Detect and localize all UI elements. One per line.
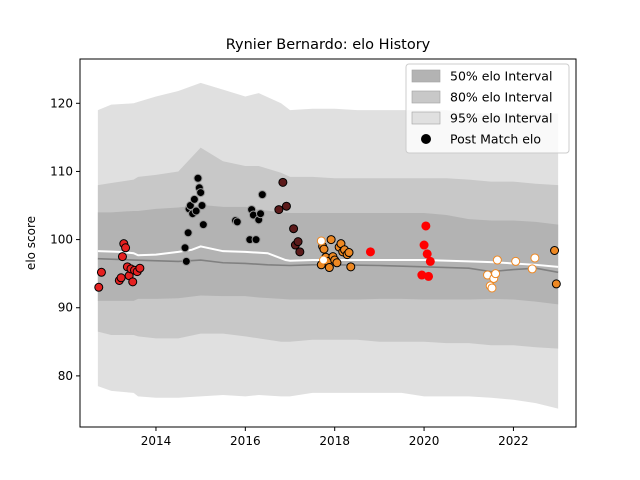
- data-point: [421, 221, 431, 231]
- legend-entry-label: 50% elo Interval: [450, 69, 552, 84]
- data-point: [332, 258, 342, 268]
- data-point: [551, 279, 561, 289]
- data-point: [135, 263, 145, 273]
- data-point: [232, 217, 242, 227]
- data-point: [193, 173, 203, 183]
- data-point: [256, 209, 266, 219]
- legend-swatch-band: [411, 90, 441, 104]
- data-point: [116, 273, 126, 283]
- data-point: [344, 248, 354, 258]
- chart-title: Rynier Bernardo: elo History: [226, 37, 431, 53]
- axes: 2014 2016 2018 2020 2022 80 90 100 110 120: [50, 58, 577, 448]
- data-point: [94, 282, 104, 292]
- y-axis-label: elo score: [24, 216, 38, 270]
- x-tick-label: 2016: [230, 434, 261, 448]
- data-point: [121, 243, 131, 253]
- data-point: [422, 249, 432, 259]
- data-point: [424, 271, 434, 281]
- line-mean: [97, 245, 559, 268]
- plot-area: [94, 82, 561, 409]
- data-point: [128, 277, 138, 287]
- legend-swatch-band: [411, 111, 441, 125]
- data-point: [191, 206, 201, 216]
- data-point: [316, 236, 326, 246]
- y-tick-label: 80: [58, 369, 73, 383]
- data-point: [281, 201, 291, 211]
- data-point: [189, 194, 199, 204]
- data-point: [326, 235, 336, 245]
- legend-swatch-marker: [421, 134, 431, 144]
- data-point: [491, 269, 501, 279]
- x-tick-label: 2014: [141, 434, 172, 448]
- data-point: [180, 243, 190, 253]
- data-point: [96, 267, 106, 277]
- data-point: [487, 283, 497, 293]
- data-point: [196, 188, 206, 198]
- data-point: [425, 256, 435, 266]
- y-tick-label: 90: [58, 301, 73, 315]
- data-point: [419, 240, 429, 250]
- data-point: [324, 263, 334, 273]
- y-tick-label: 110: [50, 164, 73, 178]
- data-point: [527, 264, 537, 274]
- data-point: [198, 220, 208, 230]
- data-point: [550, 246, 560, 255]
- data-point: [274, 205, 284, 215]
- data-point: [295, 247, 305, 257]
- x-tick-label: 2020: [409, 434, 440, 448]
- legend-entry-label: 80% elo Interval: [450, 90, 552, 105]
- data-point: [511, 256, 521, 266]
- data-point: [319, 244, 329, 254]
- data-point: [319, 255, 329, 265]
- data-point: [197, 201, 207, 211]
- x-tick-label: 2018: [319, 434, 350, 448]
- y-tick-label: 100: [50, 233, 73, 247]
- data-point: [257, 190, 267, 200]
- data-point: [251, 235, 261, 245]
- legend: 50% elo Interval 80% elo Interval 95% elo …: [405, 63, 570, 154]
- data-point: [530, 253, 540, 263]
- axes-frame: [79, 58, 577, 428]
- data-point: [289, 224, 299, 234]
- x-tick-label: 2022: [498, 434, 529, 448]
- data-point: [181, 256, 191, 266]
- data-point: [365, 247, 375, 257]
- data-point: [117, 252, 127, 262]
- y-tick-label: 120: [50, 96, 73, 110]
- data-point: [346, 262, 356, 272]
- legend-swatch-band: [411, 69, 441, 83]
- data-point: [492, 255, 502, 265]
- legend-box: [405, 63, 570, 154]
- data-point: [293, 237, 303, 247]
- data-point: [278, 177, 288, 187]
- legend-entry-label: 95% elo Interval: [450, 111, 552, 126]
- data-point: [183, 228, 193, 238]
- data-point: [185, 201, 195, 211]
- legend-entry-label: Post Match elo: [450, 132, 541, 147]
